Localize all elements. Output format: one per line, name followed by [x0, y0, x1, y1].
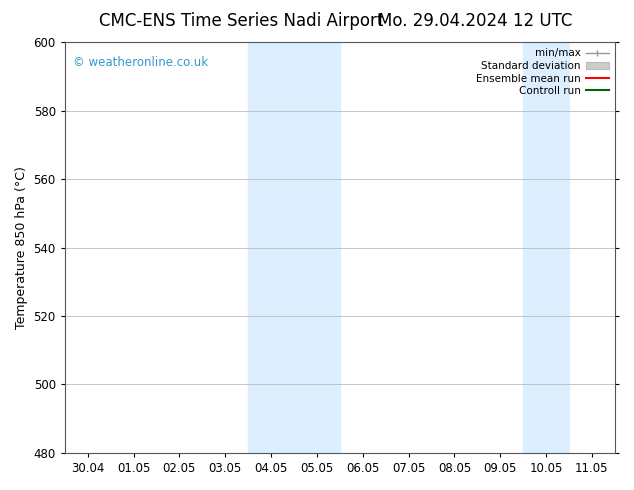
Text: CMC-ENS Time Series Nadi Airport: CMC-ENS Time Series Nadi Airport: [99, 12, 383, 30]
Y-axis label: Temperature 850 hPa (°C): Temperature 850 hPa (°C): [15, 166, 28, 329]
Text: Mo. 29.04.2024 12 UTC: Mo. 29.04.2024 12 UTC: [378, 12, 573, 30]
Text: © weatheronline.co.uk: © weatheronline.co.uk: [73, 56, 208, 70]
Bar: [248, 42, 340, 453]
Legend: min/max, Standard deviation, Ensemble mean run, Controll run: min/max, Standard deviation, Ensemble me…: [472, 45, 612, 99]
Bar: [523, 42, 569, 453]
